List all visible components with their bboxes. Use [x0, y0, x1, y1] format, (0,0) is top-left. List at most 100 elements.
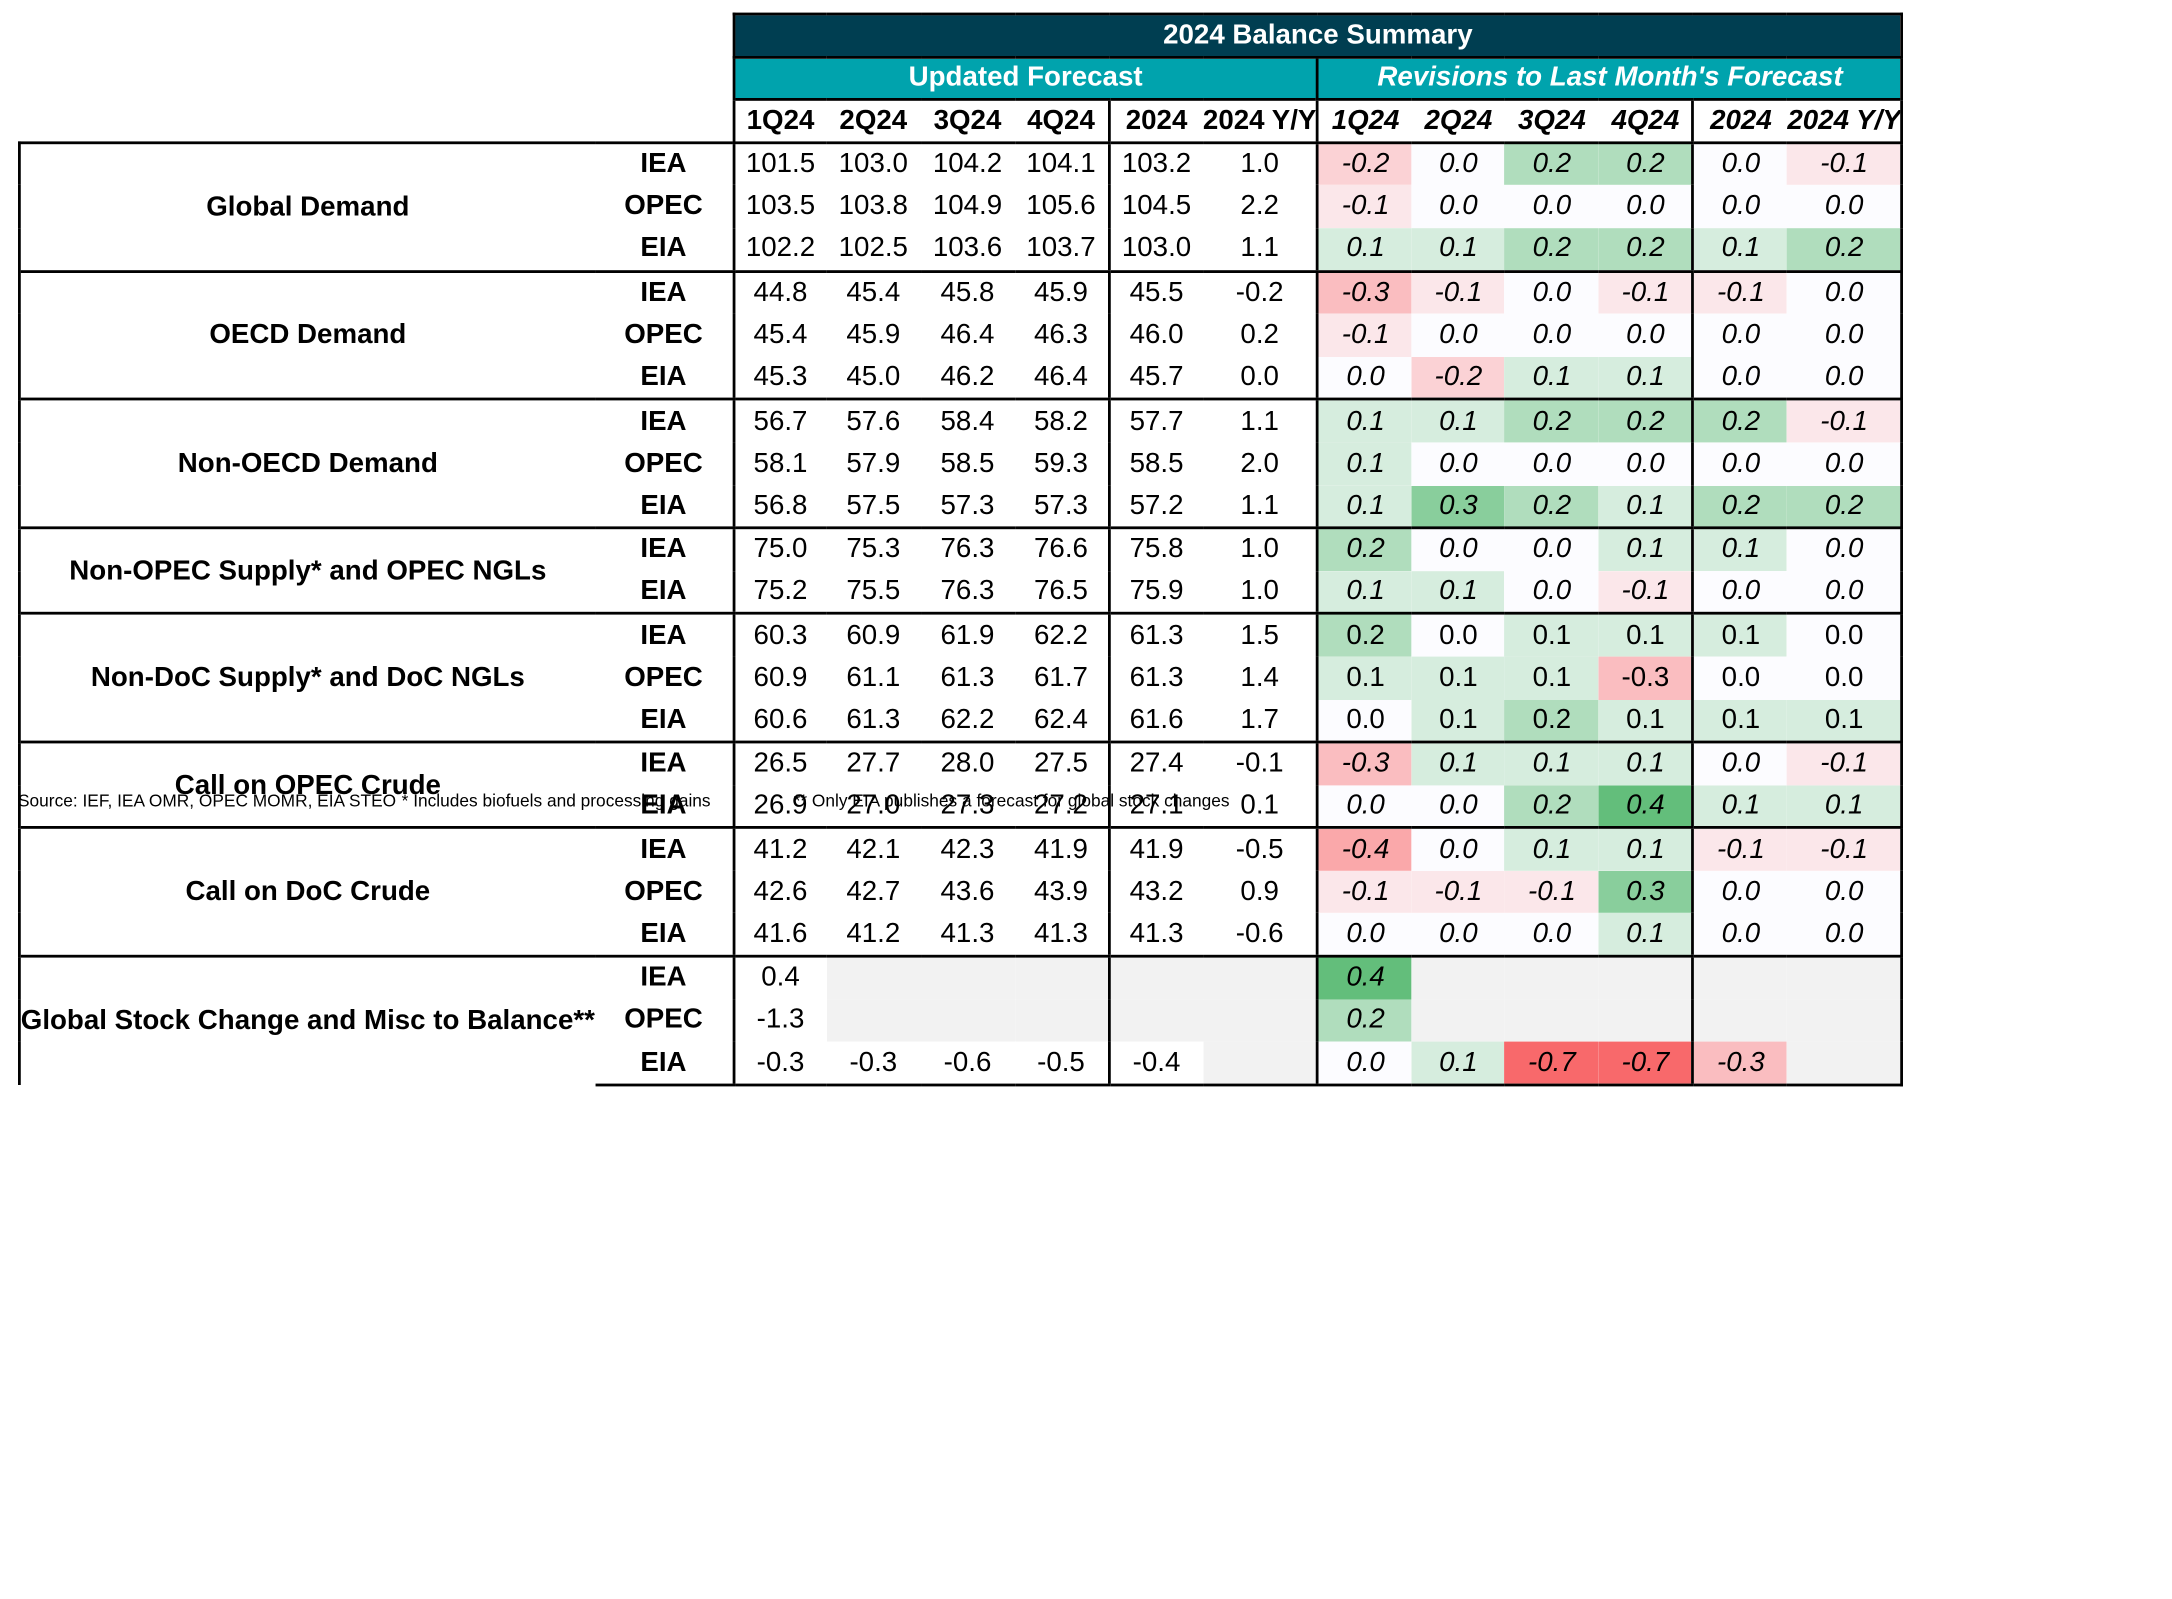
forecast-value: 61.3	[1107, 656, 1203, 700]
forecast-value: 0.2	[1240, 319, 1279, 350]
table-row: Non-OPEC Supply* and OPEC NGLs IEA 75.0 75.…	[18, 526, 1904, 614]
table-row: EIA 75.2 75.5 76.3 76.5 75.9 1.0 0.1 0.1 0.0 -0.1 0…	[19, 570, 1904, 616]
revision-value: 0.0	[1787, 313, 1904, 357]
forecast-value: -0.5	[1014, 1041, 1109, 1087]
empty-cell	[1202, 999, 1318, 1042]
revision-value: -0.3	[1316, 269, 1412, 314]
forecast-value: 1.0	[1202, 570, 1318, 616]
empty-cell	[1787, 954, 1904, 1000]
revision-value: -0.1	[1504, 870, 1599, 914]
table-row: OPEC 58.1 57.9 58.5 59.3 58.5 2.0 0.1 0.0 0.0 0.0 0…	[19, 442, 1904, 486]
empty-cell	[920, 999, 1015, 1042]
forecast-value: 57.7	[1107, 398, 1203, 443]
revision-value: 0.0	[1504, 913, 1599, 958]
revision-value: 0.1	[1411, 740, 1505, 785]
table-row: EIA 26.9 27.0 27.3 27.2 27.1 0.1 0.0 0.0 0.2 0.4 0.…	[19, 784, 1904, 830]
forecast-value: 41.2	[732, 826, 827, 871]
revision-value: 0.2	[1504, 141, 1599, 186]
forecast-value: 101.5	[732, 141, 827, 186]
forecast-value: 43.6	[940, 875, 995, 907]
empty-cell	[1691, 999, 1788, 1042]
forecast-value: 27.4	[1107, 740, 1203, 785]
row-group-label: Non-OPEC Supply* and OPEC NGLs	[18, 526, 595, 614]
forecast-value: 57.2	[1107, 485, 1203, 530]
forecast-value: 75.3	[826, 526, 921, 571]
forecast-value: 42.1	[826, 826, 921, 871]
forecast-value: 59.3	[1034, 447, 1088, 479]
revision-value: 0.1	[1504, 826, 1599, 871]
forecast-value: 45.9	[846, 319, 901, 350]
revision-value: -0.3	[1316, 740, 1412, 785]
source-label: OPEC	[624, 190, 703, 222]
revision-value: 0.2	[1598, 398, 1694, 443]
row-group-label: Call on DoC Crude	[18, 826, 595, 957]
forecast-value: 61.9	[920, 612, 1015, 657]
revision-value: 0.0	[1787, 526, 1904, 571]
forecast-value: -0.4	[1107, 1041, 1203, 1087]
table-row: OPEC 45.4 45.9 46.4 46.3 46.0 0.2 -0.1 0.0 0.0 0.0…	[19, 313, 1904, 357]
forecast-value: 75.8	[1107, 526, 1203, 571]
revision-value: 0.2	[1787, 228, 1904, 273]
revision-value: -0.1	[1787, 398, 1904, 443]
forecast-value: 1.5	[1202, 612, 1318, 657]
forecast-value: 61.3	[1107, 612, 1203, 657]
source-label: EIA	[594, 356, 734, 401]
empty-cell	[1504, 999, 1599, 1042]
forecast-value: 61.1	[846, 661, 901, 693]
revision-value: 0.4	[1598, 784, 1694, 830]
source-label: OPEC	[624, 447, 703, 479]
table-row: OPEC -1.3 0.2	[19, 999, 1904, 1042]
revision-value: 0.3	[1411, 485, 1505, 530]
source-label: EIA	[594, 699, 734, 744]
revision-value: 0.0	[1691, 442, 1788, 486]
header-spacer	[19, 14, 734, 57]
source-label: OPEC	[624, 875, 703, 907]
forecast-value: 102.5	[826, 228, 921, 273]
forecast-value: 45.8	[920, 269, 1015, 314]
revision-value: 0.2	[1504, 228, 1599, 273]
revision-value: -0.2	[1411, 356, 1505, 401]
forecast-value: 45.4	[826, 269, 921, 314]
revision-value: 0.1	[1316, 485, 1412, 530]
empty-cell	[1787, 1041, 1904, 1087]
revision-value: -0.1	[1787, 826, 1904, 871]
table-row: Call on DoC Crude IEA 41.2 42.1 42.3 41.9 41.9…	[18, 826, 1904, 957]
revision-value: 0.0	[1411, 141, 1505, 186]
revision-value: 0.1	[1411, 570, 1505, 616]
revision-value: 0.0	[1787, 870, 1904, 914]
forecast-value: -0.5	[1202, 826, 1318, 871]
source-label: IEA	[594, 526, 734, 571]
forecast-value: 1.1	[1202, 228, 1318, 273]
revision-value: -0.3	[1598, 656, 1694, 700]
forecast-value: 1.4	[1240, 661, 1279, 693]
table-row: OPEC 103.5 103.8 104.9 105.6 104.5 2.2 -0.1 0.0 0…	[19, 185, 1904, 229]
revision-col-header: 2Q24	[1411, 98, 1505, 144]
forecast-value: 45.7	[1107, 356, 1203, 401]
forecast-value: 103.0	[826, 141, 921, 186]
revision-value: 0.3	[1598, 870, 1694, 914]
forecast-value: 76.5	[1014, 570, 1109, 616]
revision-value: 0.0	[1411, 442, 1505, 486]
revision-value: 0.1	[1598, 526, 1694, 571]
forecast-value: 41.6	[732, 913, 827, 958]
forecast-col-header: 3Q24	[920, 98, 1015, 144]
forecast-col-header: 2024	[1107, 98, 1203, 144]
empty-cell	[920, 954, 1015, 1000]
revision-value: 0.0	[1411, 913, 1505, 958]
forecast-value: 103.2	[1107, 141, 1203, 186]
revision-value: 0.0	[1504, 313, 1599, 357]
revision-value: 0.4	[1316, 954, 1412, 1000]
forecast-value: 1.0	[1202, 526, 1318, 571]
forecast-value: 60.9	[826, 612, 921, 657]
revision-value: 0.2	[1691, 485, 1788, 530]
forecast-value: -0.6	[1202, 913, 1318, 958]
forecast-value: 60.6	[732, 699, 827, 744]
empty-cell	[1411, 999, 1505, 1042]
forecast-value: 45.5	[1107, 269, 1203, 314]
table-row: EIA 41.6 41.2 41.3 41.3 41.3 -0.6 0.0 0.0 0.0 0.1 0…	[19, 913, 1904, 958]
table-row: OECD Demand IEA 44.8 45.4 45.8 45.9 45.5 -0.2 -0…	[18, 269, 1904, 400]
revision-value: 0.0	[1691, 656, 1788, 700]
forecast-value: 0.4	[732, 954, 827, 1000]
forecast-value: 75.5	[826, 570, 921, 616]
forecast-col-header: 4Q24	[1014, 98, 1109, 144]
